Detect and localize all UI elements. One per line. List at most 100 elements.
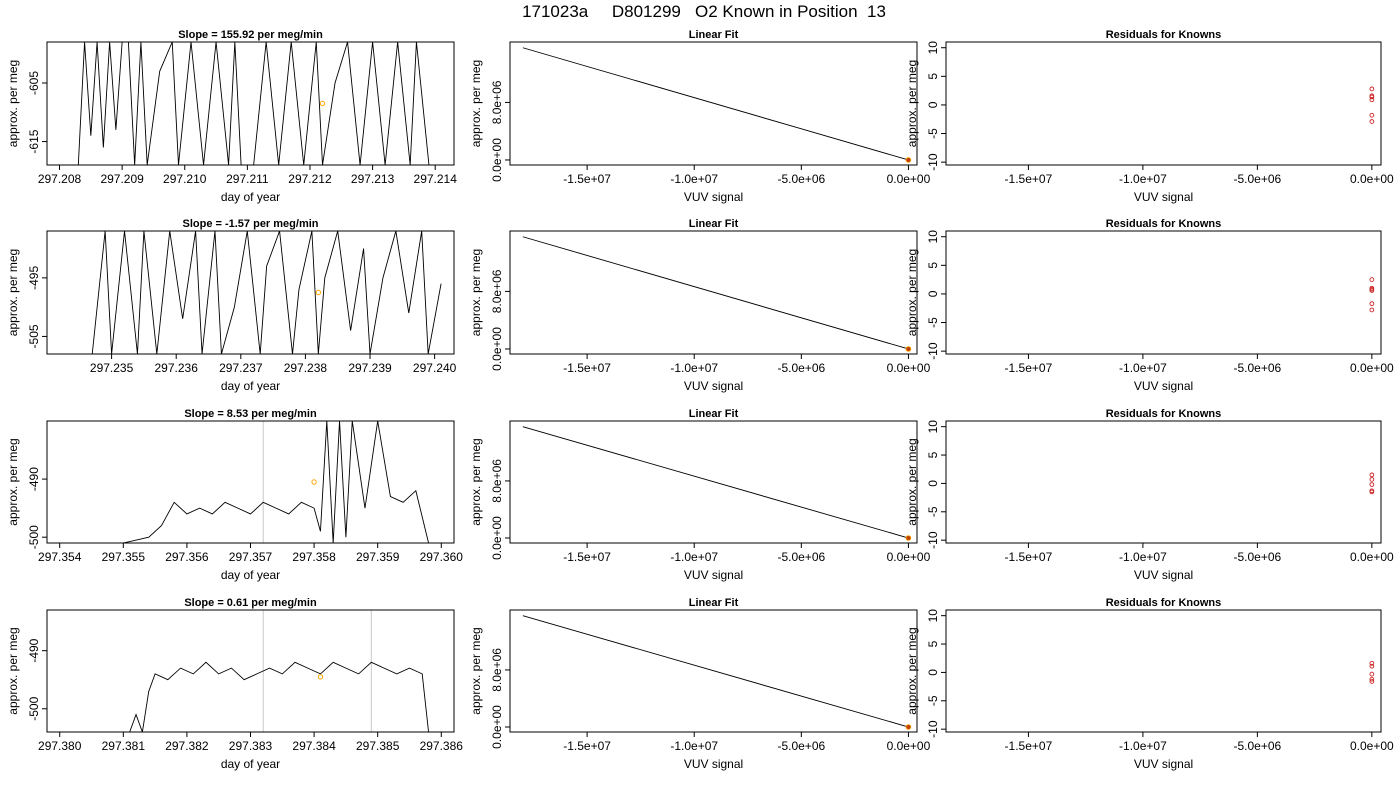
y-tick-label: 10 (926, 41, 940, 55)
panel-11: Residuals for Knowns -1.5e+07 -1.0e+07 -5.0… (905, 408, 1394, 582)
x-tick-label: 297.357 (229, 550, 273, 564)
panel-5: Linear Fit -1.5e+07 -1.0e+07 -5.0e+06 0.0e+0… (469, 29, 931, 204)
x-tick-label: -5.0e+06 (777, 550, 825, 564)
residual-point (1369, 663, 1375, 669)
series-line (522, 615, 909, 728)
y-tick-label: -5 (926, 695, 940, 706)
residual-point (1369, 472, 1375, 478)
y-tick-label: -5 (926, 128, 940, 139)
y-tick-label: -5 (926, 506, 940, 517)
y-tick-label: -605 (27, 71, 41, 95)
panel-title: Residuals for Knowns (1106, 29, 1222, 41)
x-tick-label: 297.386 (420, 739, 464, 753)
y-axis-label: approx. per meg (469, 627, 483, 714)
x-tick-label: 297.213 (351, 172, 395, 186)
y-tick-label: 5 (926, 640, 940, 647)
panel-title: Linear Fit (689, 408, 739, 420)
y-tick-label: 5 (926, 73, 940, 80)
x-tick-label: -1.0e+07 (670, 361, 718, 375)
y-tick-label: -10 (926, 531, 940, 549)
y-tick-label: -10 (926, 720, 940, 738)
plot-area (522, 236, 912, 352)
x-axis-label: day of year (221, 190, 280, 204)
x-axis-label: VUV signal (684, 190, 743, 204)
y-axis-label: approx. per meg (6, 60, 20, 147)
x-tick-label: 297.240 (413, 361, 457, 375)
x-tick-label: -1.5e+07 (1005, 739, 1053, 753)
y-axis-label: approx. per meg (905, 60, 919, 147)
residual-point (1369, 489, 1375, 495)
x-tick-label: 0.0e+00 (887, 550, 931, 564)
y-tick-label: 0.0e+00 (490, 138, 504, 182)
x-tick-label: -1.0e+07 (1119, 739, 1167, 753)
plot-frame (509, 230, 918, 355)
y-tick-label: -495 (27, 266, 41, 290)
x-tick-label: 297.355 (102, 550, 146, 564)
y-tick-label: -490 (27, 638, 41, 662)
residual-point (1369, 660, 1375, 666)
y-tick-label: 10 (926, 609, 940, 623)
y-axis-label: approx. per meg (469, 60, 483, 147)
x-tick-label: 297.354 (38, 550, 82, 564)
y-tick-label: 0.0e+00 (490, 327, 504, 371)
y-axis-label: approx. per meg (6, 249, 20, 336)
plot-frame (509, 41, 918, 166)
y-tick-label: 8.0e+06 (490, 459, 504, 503)
y-tick-label: 0 (926, 101, 940, 108)
y-axis-label: approx. per meg (469, 249, 483, 336)
series-line (123, 421, 429, 543)
y-tick-label: -490 (27, 467, 41, 491)
y-tick-label: 0.0e+00 (490, 705, 504, 749)
y-tick-label: 0 (926, 290, 940, 297)
x-tick-label: -1.5e+07 (563, 739, 611, 753)
x-axis-label: day of year (221, 568, 280, 582)
panel-10: Residuals for Knowns -1.5e+07 -1.0e+07 -5.0… (905, 218, 1394, 393)
x-tick-label: 297.236 (155, 361, 199, 375)
fit-point (905, 724, 912, 730)
x-tick-label: -1.0e+07 (670, 550, 718, 564)
plot-frame (46, 230, 455, 355)
x-tick-label: 297.212 (288, 172, 332, 186)
x-tick-label: 297.356 (165, 550, 209, 564)
y-tick-label: -10 (926, 342, 940, 360)
x-tick-label: -5.0e+06 (777, 361, 825, 375)
series-line (77, 42, 430, 165)
panel-title: Residuals for Knowns (1106, 218, 1222, 230)
x-tick-label: 297.238 (284, 361, 328, 375)
x-axis-label: day of year (221, 379, 280, 393)
x-axis-label: VUV signal (684, 379, 743, 393)
y-axis-label: approx. per meg (905, 438, 919, 525)
y-tick-label: 0.0e+00 (490, 516, 504, 560)
x-tick-label: 297.239 (348, 361, 392, 375)
x-axis-label: day of year (221, 757, 280, 771)
series-line (91, 231, 442, 354)
known-point (311, 479, 317, 485)
x-tick-label: 0.0e+00 (1350, 739, 1394, 753)
panel-9: Residuals for Knowns -1.5e+07 -1.0e+07 -5.0… (905, 29, 1394, 204)
x-tick-label: 0.0e+00 (1350, 550, 1394, 564)
y-tick-label: -500 (27, 696, 41, 720)
x-tick-label: 297.214 (414, 172, 458, 186)
panel-title: Residuals for Knowns (1106, 408, 1222, 420)
residual-point (1369, 86, 1375, 92)
plot-frame (945, 609, 1382, 733)
known-point (317, 674, 324, 680)
residual-point (1369, 477, 1375, 482)
series-line (522, 426, 909, 539)
x-tick-label: -1.5e+07 (563, 172, 611, 186)
y-axis-label: approx. per meg (905, 627, 919, 714)
x-tick-label: 297.360 (420, 550, 464, 564)
panel-2: Slope = -1.57 per meg/min 297.235 297.236 2… (6, 218, 457, 393)
x-tick-label: 297.359 (356, 550, 400, 564)
panel-title: Slope = 0.61 per meg/min (184, 597, 317, 609)
y-tick-label: 5 (926, 451, 940, 458)
plot-frame (509, 609, 918, 733)
plot-frame (945, 230, 1382, 355)
fit-point (905, 157, 912, 163)
figure-title: 171023a D801299 O2 Known in Position 13 (522, 2, 886, 21)
residual-point (1369, 119, 1375, 124)
x-tick-label: 297.235 (90, 361, 134, 375)
x-tick-label: 297.382 (165, 739, 209, 753)
x-tick-label: 0.0e+00 (887, 172, 931, 186)
x-tick-label: 297.210 (163, 172, 207, 186)
